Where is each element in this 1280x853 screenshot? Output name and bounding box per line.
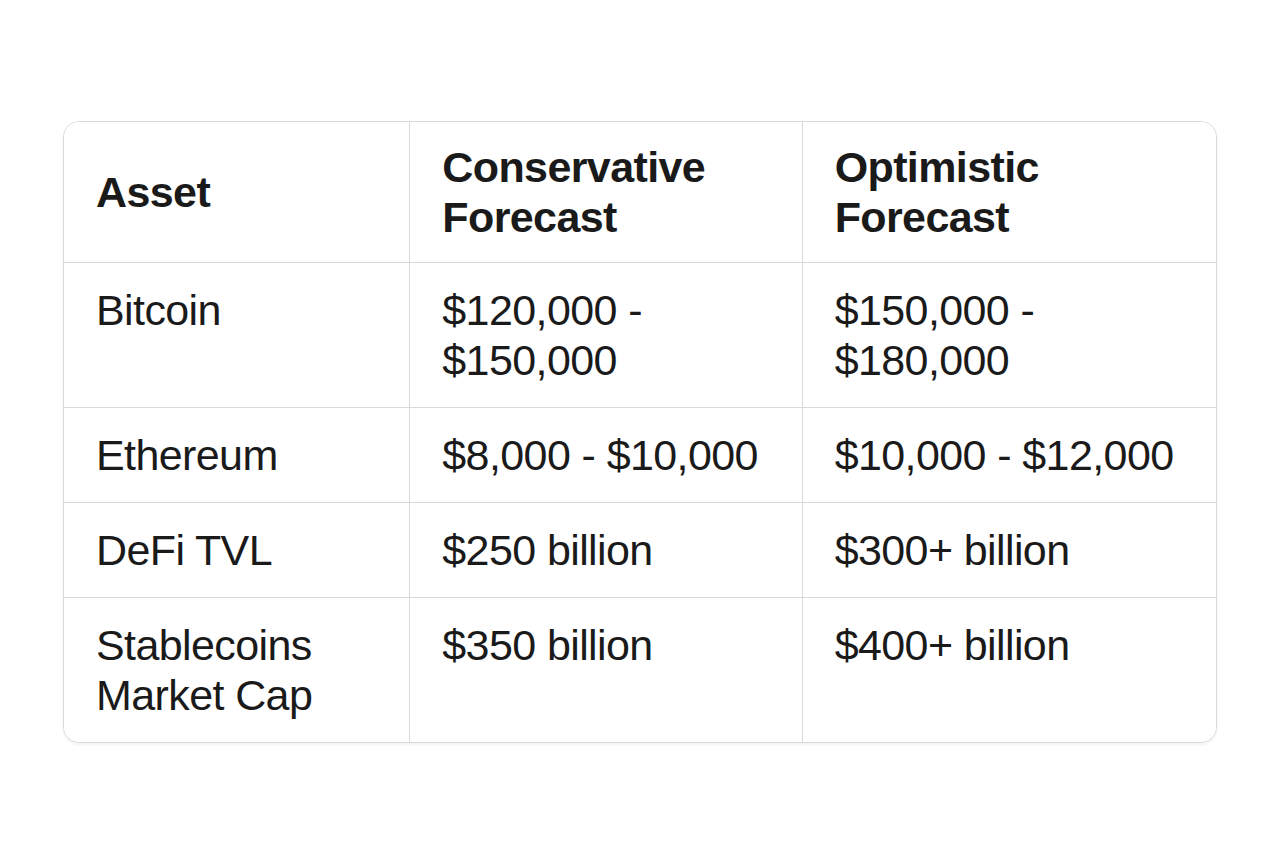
cell-conservative: $8,000 - $10,000 xyxy=(410,408,802,503)
forecast-table-card: Asset Conservative Forecast Optimistic F… xyxy=(63,121,1217,743)
column-header-asset: Asset xyxy=(64,122,410,263)
cell-optimistic: $10,000 - $12,000 xyxy=(803,408,1216,503)
cell-conservative: $250 billion xyxy=(410,503,802,598)
column-header-optimistic-forecast: Optimistic Forecast xyxy=(803,122,1216,263)
table-row-stablecoins-market-cap: Stablecoins Market Cap $350 billion $400… xyxy=(64,598,1216,742)
table-row-defi-tvl: DeFi TVL $250 billion $300+ billion xyxy=(64,503,1216,598)
cell-asset: Ethereum xyxy=(64,408,410,503)
cell-asset: Bitcoin xyxy=(64,263,410,408)
cell-asset: Stablecoins Market Cap xyxy=(64,598,410,742)
cell-conservative: $120,000 - $150,000 xyxy=(410,263,802,408)
column-header-conservative-forecast: Conservative Forecast xyxy=(410,122,802,263)
table-row-ethereum: Ethereum $8,000 - $10,000 $10,000 - $12,… xyxy=(64,408,1216,503)
cell-asset: DeFi TVL xyxy=(64,503,410,598)
header-row: Asset Conservative Forecast Optimistic F… xyxy=(64,122,1216,263)
cell-optimistic: $400+ billion xyxy=(803,598,1216,742)
forecast-table: Asset Conservative Forecast Optimistic F… xyxy=(64,122,1216,742)
table-row-bitcoin: Bitcoin $120,000 - $150,000 $150,000 - $… xyxy=(64,263,1216,408)
cell-conservative: $350 billion xyxy=(410,598,802,742)
cell-optimistic: $150,000 - $180,000 xyxy=(803,263,1216,408)
cell-optimistic: $300+ billion xyxy=(803,503,1216,598)
